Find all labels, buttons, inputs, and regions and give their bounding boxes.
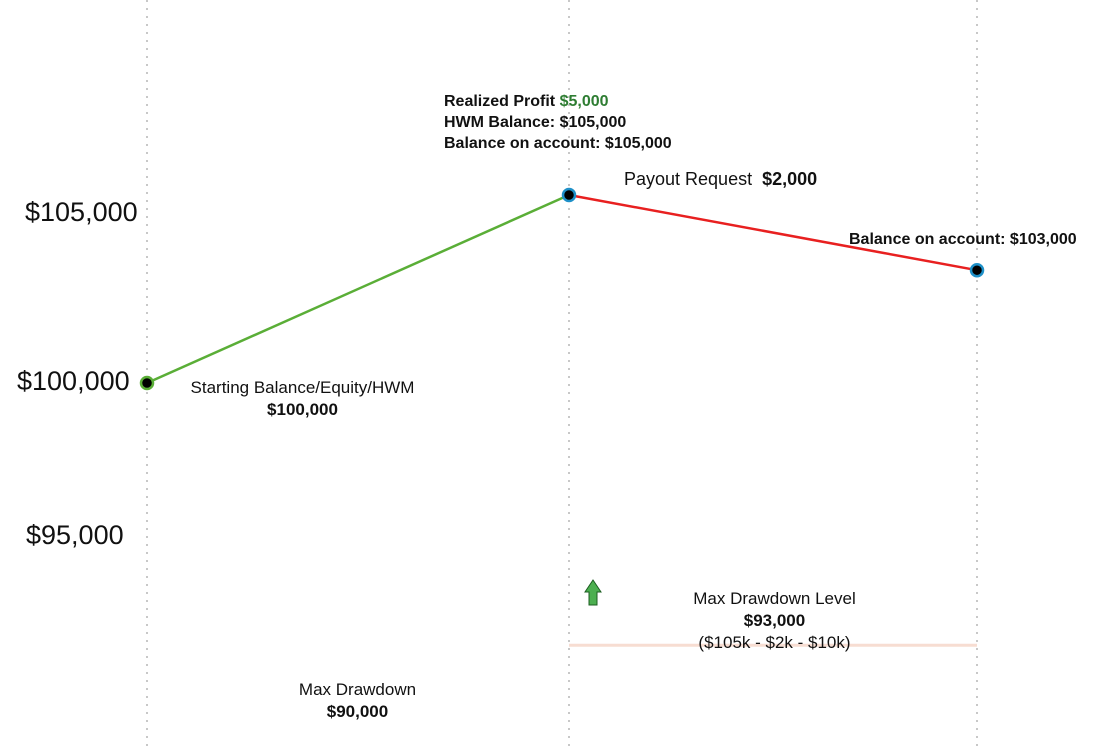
- start-label: Starting Balance/Equity/HWM: [190, 378, 415, 397]
- realized-profit-label: Realized Profit: [444, 93, 560, 110]
- max-drawdown-value: $90,000: [326, 702, 389, 721]
- payout-label: Payout Request: [624, 169, 753, 189]
- balance-peak-line: Balance on account: $105,000: [444, 135, 672, 152]
- start-annotation: Starting Balance/Equity/HWM $100,000: [170, 377, 435, 421]
- payout-value: $2,000: [762, 169, 818, 189]
- max-drawdown-label: Max Drawdown: [298, 680, 417, 699]
- peak-annotation: Realized Profit $5,000 HWM Balance: $105…: [444, 91, 672, 154]
- y-tick-label-95000: $95,000: [26, 520, 124, 550]
- data-point-2: [561, 187, 577, 203]
- y-tick-label-105000: $105,000: [25, 197, 138, 227]
- series-segment-1: [146, 193, 570, 385]
- balance-end-annotation: Balance on account: $103,000: [849, 231, 1077, 248]
- data-point-3: [969, 262, 985, 278]
- realized-profit-value: $5,000: [559, 93, 609, 110]
- max-drawdown-level-value: $93,000: [743, 611, 806, 630]
- max-drawdown-level-label: Max Drawdown Level: [693, 589, 856, 608]
- realized-profit-line: Realized Profit $5,000: [444, 91, 672, 112]
- y-tick-label-100000: $100,000: [17, 366, 130, 396]
- data-point-1: [139, 375, 155, 391]
- start-value: $100,000: [267, 400, 338, 419]
- up-arrow-icon: [584, 579, 602, 606]
- max-drawdown-annotation: Max Drawdown $90,000: [250, 679, 465, 723]
- max-drawdown-level-annotation: Max Drawdown Level $93,000 ($105k - $2k …: [652, 588, 897, 654]
- hwm-balance-line: HWM Balance: $105,000: [444, 114, 627, 131]
- payout-annotation: Payout Request $2,000: [624, 169, 817, 190]
- series-segment-2: [568, 193, 978, 272]
- max-drawdown-level-formula: ($105k - $2k - $10k): [698, 633, 851, 652]
